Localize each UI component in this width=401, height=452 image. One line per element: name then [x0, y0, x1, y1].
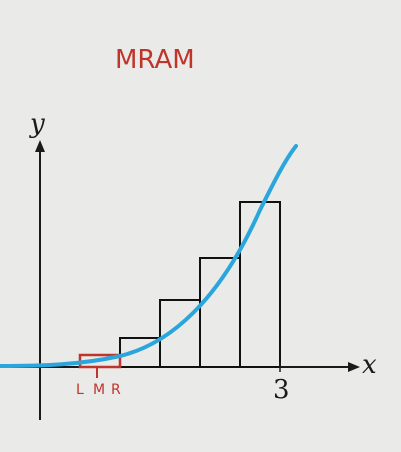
x-axis-arrow-icon [348, 362, 360, 372]
method-title: MRAM [115, 45, 195, 75]
x-axis-label: x [362, 350, 377, 380]
label-left: L [76, 382, 84, 398]
label-right: R [111, 382, 121, 398]
riemann-rectangles [78, 201, 281, 369]
function-curve [0, 144, 298, 368]
rectangle-5 [239, 201, 281, 368]
y-axis-arrow-icon [35, 140, 45, 152]
y-axis-label: y [29, 109, 45, 139]
rectangle-4 [199, 257, 241, 368]
x-tick-label-3: 3 [273, 375, 290, 405]
label-mid: M [93, 382, 105, 398]
